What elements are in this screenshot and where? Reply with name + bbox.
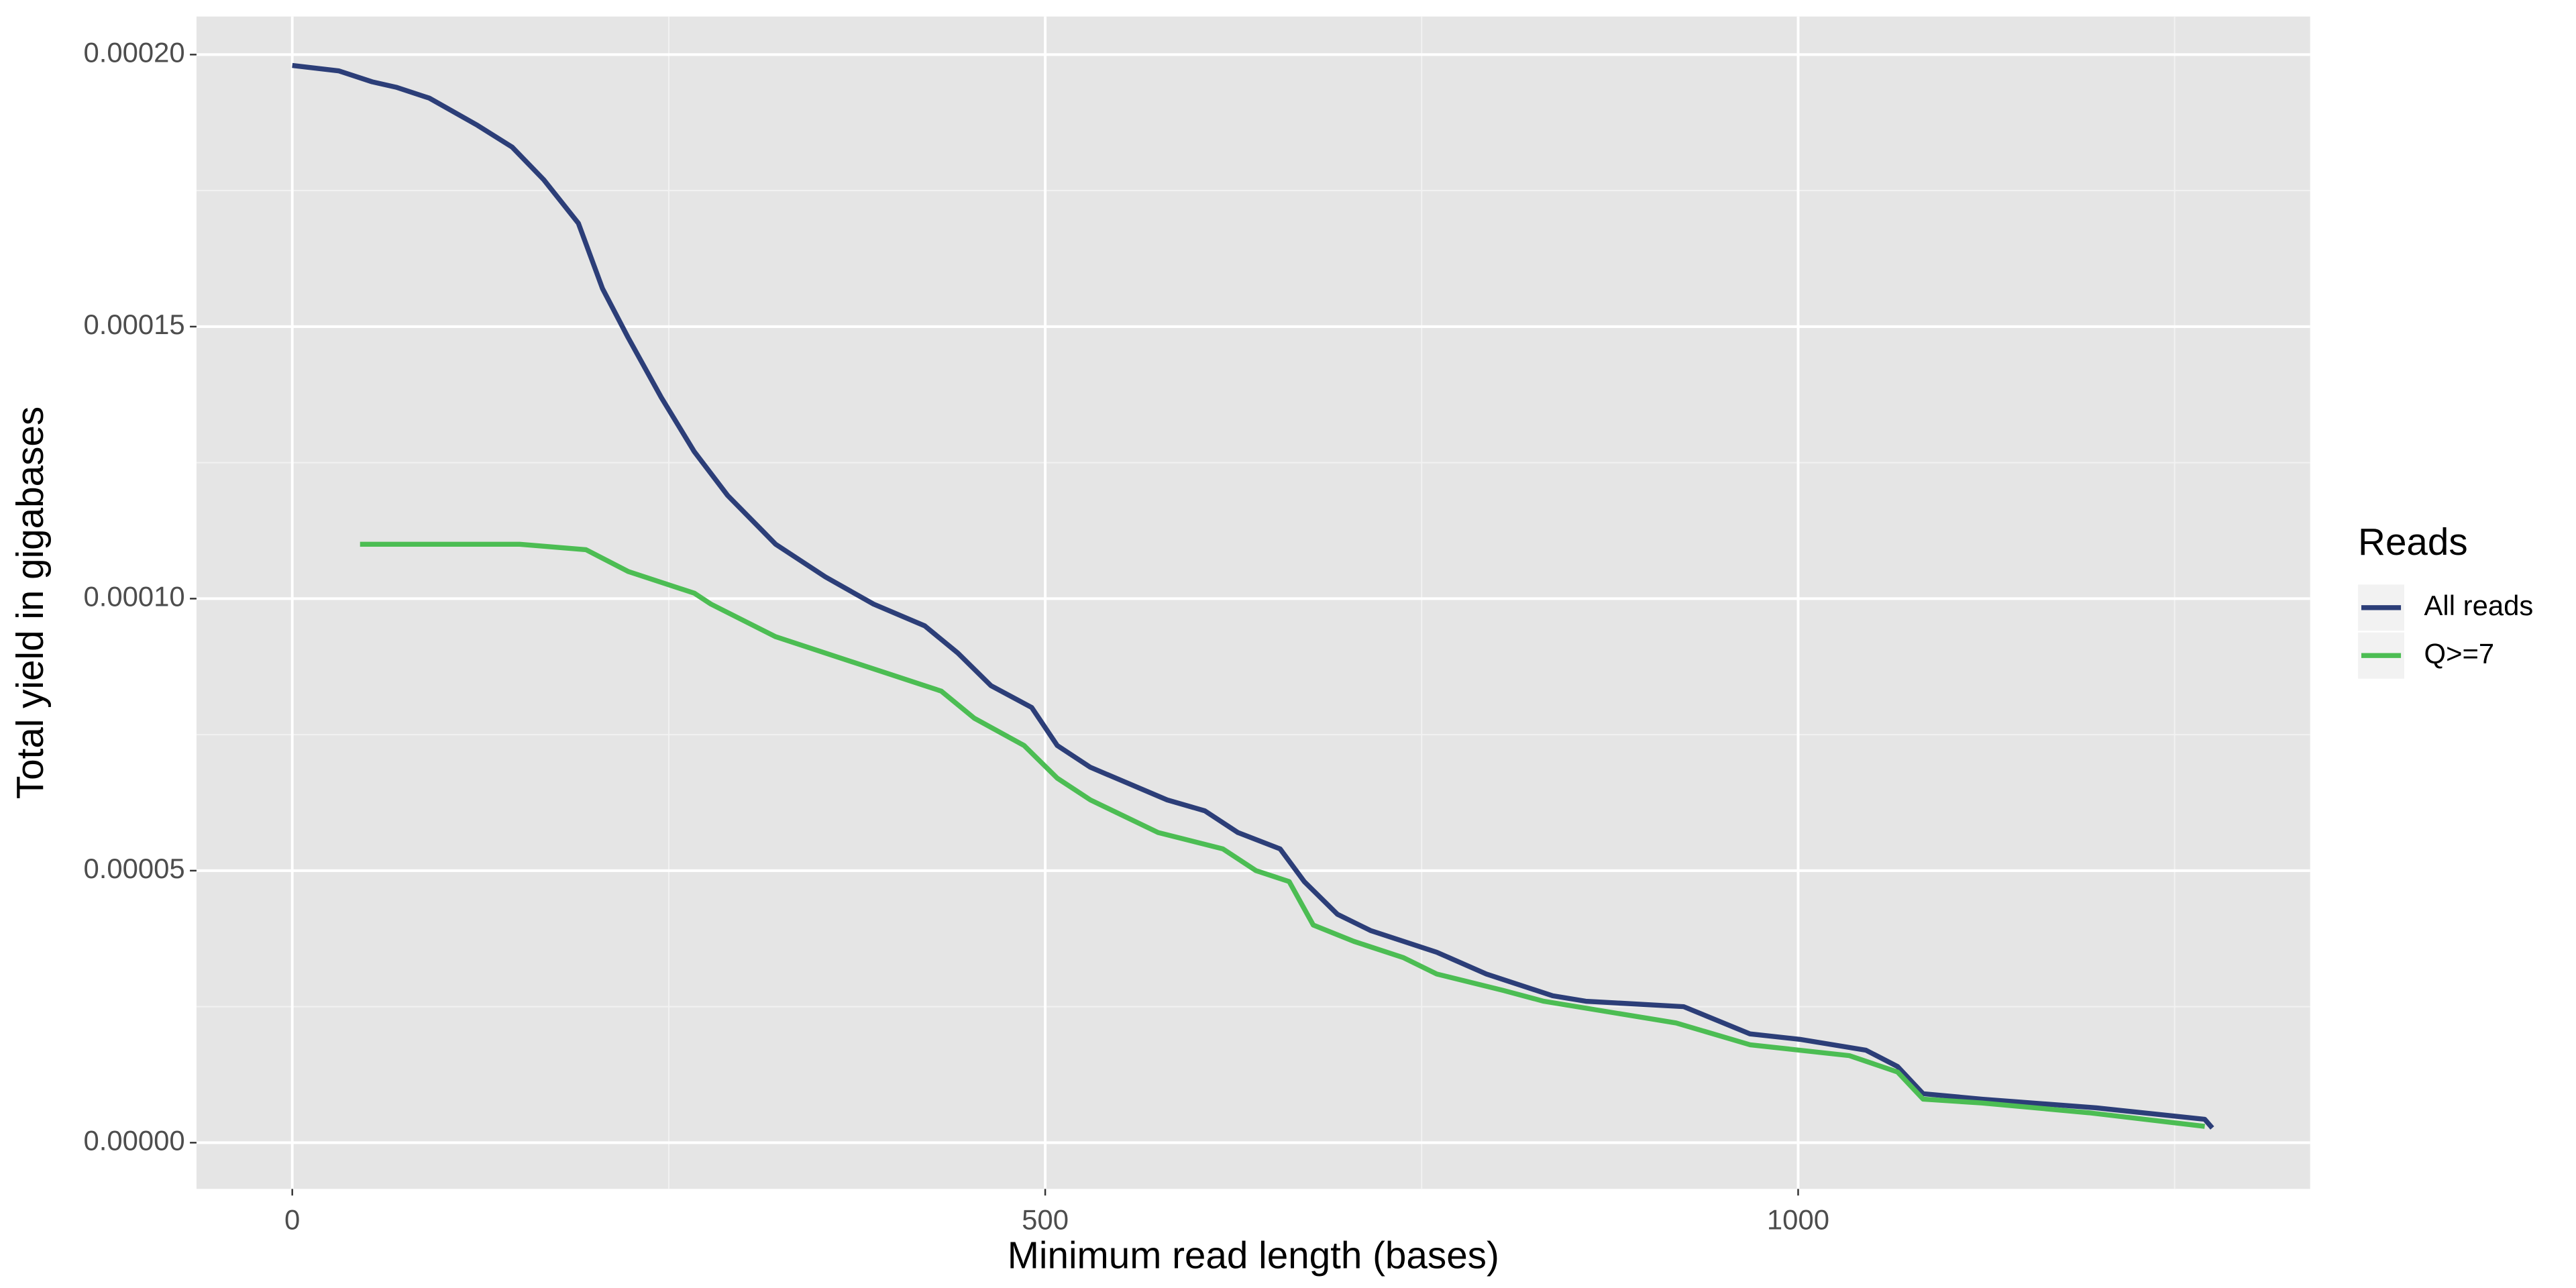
y-axis-title: Total yield in gigabases	[9, 407, 51, 799]
x-tick-label: 500	[1022, 1204, 1069, 1236]
x-tick-label: 1000	[1767, 1204, 1829, 1236]
legend-title: Reads	[2358, 521, 2468, 563]
plot-panel	[196, 16, 2310, 1189]
line-series	[360, 541, 2205, 1129]
x-axis-title: Minimum read length (bases)	[1008, 1234, 1499, 1277]
x-tick-label: 0	[284, 1204, 300, 1236]
legend-label: Q>=7	[2424, 637, 2495, 669]
y-tick-label: 0.00010	[83, 580, 184, 612]
y-tick-label: 0.00015	[83, 309, 184, 340]
y-tick-label: 0.00020	[83, 36, 184, 68]
y-tick-label: 0.00000	[83, 1124, 184, 1156]
y-tick-label: 0.00005	[83, 853, 184, 884]
line-series	[292, 62, 2214, 1130]
legend-label: All reads	[2424, 590, 2534, 621]
